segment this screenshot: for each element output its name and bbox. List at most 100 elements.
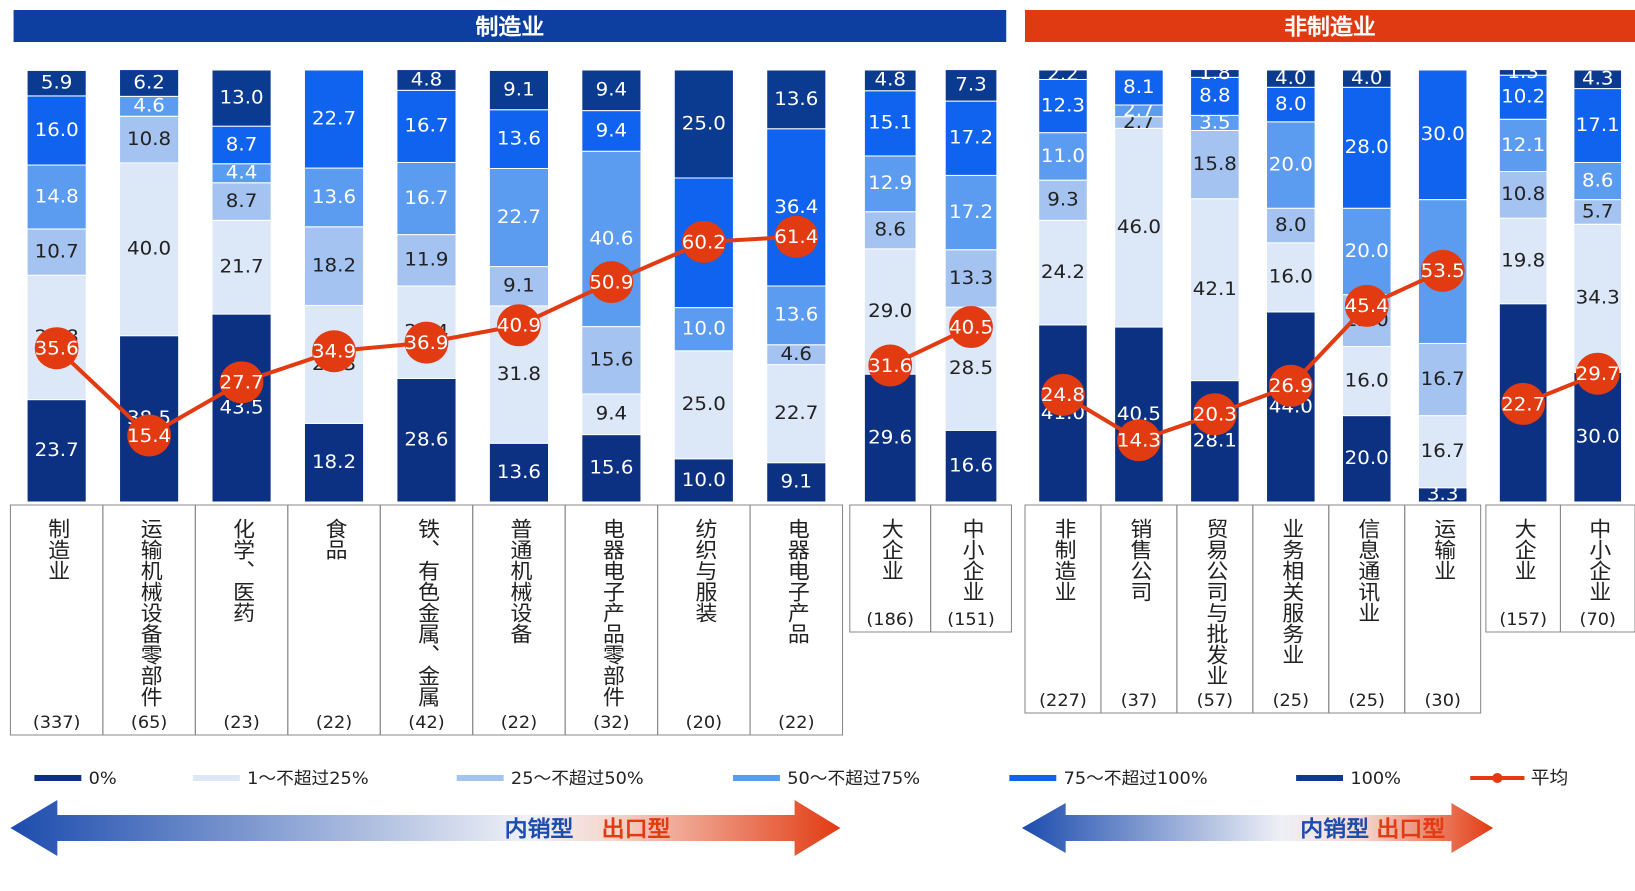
value-label: 10.8: [127, 127, 171, 150]
annotation: 出口型: [1376, 817, 1445, 842]
panel-title: 非制造业: [1284, 15, 1376, 40]
bar-segment: [303, 422, 365, 503]
bar-segment: [766, 462, 827, 503]
value-label: 3.3: [1427, 483, 1459, 506]
count-label: (25): [1349, 691, 1385, 711]
count-label: (22): [501, 713, 537, 733]
bar-segment: [1498, 69, 1548, 76]
arrow: [10, 800, 841, 856]
average-marker: [589, 261, 634, 304]
value-label: 11.9: [404, 248, 448, 271]
value-label: 18.2: [312, 450, 356, 473]
value-label: 4.6: [133, 94, 165, 117]
bar-segment: [766, 128, 827, 287]
value-label: 29.6: [868, 426, 912, 449]
legend-swatch: [192, 775, 240, 781]
legend-label: 1～不超过25%: [247, 769, 369, 789]
average-marker: [1575, 352, 1620, 395]
value-label: 29.0: [868, 299, 912, 322]
average-label: 36.9: [404, 331, 448, 354]
bar-segment: [1265, 242, 1316, 313]
count-label: (157): [1499, 610, 1547, 630]
count-label: (23): [223, 713, 259, 733]
value-label: 10.0: [682, 317, 726, 340]
value-label: 9.1: [503, 78, 535, 101]
bar-segment: [1573, 69, 1623, 90]
value-label: 14.8: [35, 185, 79, 208]
value-label: 30.0: [1421, 123, 1465, 146]
bar-segment: [488, 69, 550, 111]
average-label: 40.9: [497, 314, 541, 337]
value-label: 11.0: [1041, 144, 1085, 167]
category-label: 制造业: [44, 518, 70, 581]
value-label: 40.6: [589, 227, 633, 250]
bar-segment: [1498, 74, 1548, 120]
value-label: 16.6: [949, 454, 993, 477]
bar-segment: [1417, 342, 1468, 417]
value-label: 12.1: [1501, 133, 1545, 156]
value-label: 22.7: [774, 401, 818, 424]
category-label: 销售公司: [1127, 518, 1153, 602]
bar-segment: [1498, 118, 1548, 173]
bar-segment: [396, 69, 457, 91]
bar-segment: [303, 69, 365, 169]
bar-segment: [488, 266, 550, 307]
value-label: 19.8: [1501, 249, 1545, 272]
legend-swatch: [34, 775, 82, 781]
average-marker: [312, 330, 356, 373]
category-box: [1404, 504, 1482, 714]
legend-swatch: [456, 775, 504, 781]
category-label: 大企业: [1511, 518, 1537, 581]
annotation: 内销型: [1300, 817, 1369, 842]
bar-segment: [944, 174, 998, 251]
value-label: 40.0: [127, 237, 171, 260]
value-label: 8.7: [226, 133, 258, 156]
bar-segment: [488, 167, 550, 268]
value-label: 1.8: [1199, 61, 1231, 84]
value-label: 3.5: [1199, 111, 1231, 134]
average-label: 27.7: [220, 371, 264, 394]
value-label: 8.8: [1199, 84, 1231, 107]
value-label: 9.4: [596, 119, 628, 142]
bar-segment: [673, 307, 734, 352]
annotation: 内销型: [505, 817, 574, 842]
value-label: 7.3: [955, 73, 987, 96]
legend-swatch: [1492, 773, 1503, 783]
value-label: 13.6: [497, 127, 541, 150]
bar-segment: [1498, 171, 1548, 219]
category-label: 大企业: [878, 518, 904, 581]
value-label: 10.8: [1501, 183, 1545, 206]
count-label: (32): [593, 713, 629, 733]
bar-segment: [863, 373, 917, 503]
count-label: (337): [33, 713, 81, 733]
bar-segment: [26, 69, 87, 97]
value-label: 10.0: [682, 468, 726, 491]
count-label: (186): [866, 610, 914, 630]
value-label: 8.0: [1275, 92, 1307, 115]
legend-label: 75～不超过100%: [1064, 769, 1208, 789]
count-label: (25): [1273, 691, 1309, 711]
count-label: (70): [1580, 610, 1616, 630]
annotation: 出口型: [602, 817, 671, 842]
bar-segment: [673, 69, 734, 179]
bar-segment: [1498, 217, 1548, 305]
category-label: 化学、医药: [229, 518, 255, 624]
average-label: 45.4: [1345, 295, 1389, 318]
value-label: 6.2: [133, 71, 165, 94]
bar-segment: [581, 326, 642, 395]
panel-header: [13, 10, 1007, 42]
bar-segment: [1265, 311, 1316, 503]
value-label: 4.0: [1275, 66, 1307, 89]
bar-segment: [944, 69, 998, 102]
value-label: 25.0: [682, 112, 726, 135]
average-label: 22.7: [1501, 393, 1545, 416]
category-label: 贸易公司与批发业: [1203, 518, 1229, 686]
average-label: 50.9: [589, 271, 633, 294]
average-marker: [127, 414, 172, 457]
category-label: 非制造业: [1051, 518, 1077, 602]
average-marker: [219, 361, 264, 404]
value-label: 8.6: [1582, 169, 1614, 192]
value-label: 13.0: [220, 86, 264, 109]
bar-segment: [944, 429, 998, 503]
bar-segment: [581, 393, 642, 436]
